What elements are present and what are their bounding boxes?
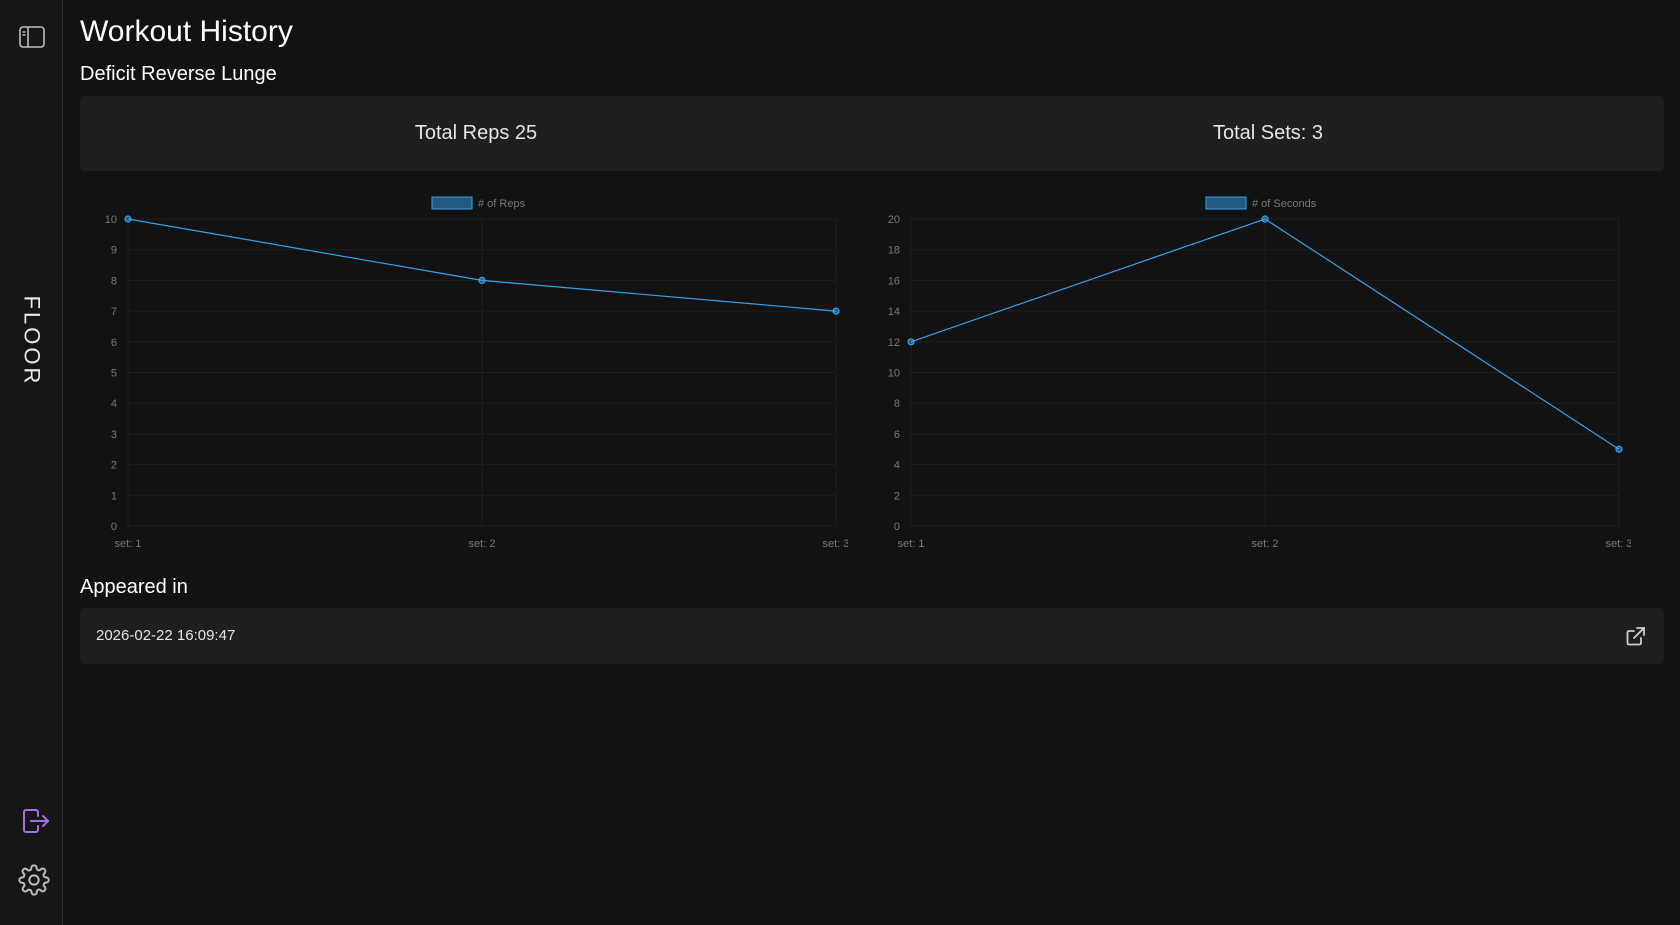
y-tick-label: 20 xyxy=(888,214,900,226)
y-tick-label: 18 xyxy=(888,245,900,257)
y-tick-label: 10 xyxy=(105,214,117,226)
y-tick-label: 0 xyxy=(111,521,117,533)
appeared-entry-date: 2026-02-22 16:09:47 xyxy=(96,627,236,644)
y-tick-label: 3 xyxy=(111,429,117,441)
x-tick-label: set: 1 xyxy=(898,538,925,550)
reps-chart: 0 1 2 3 4 5 6 7 8 9 10 set: 1 set: 2 set: 3 # of Reps xyxy=(88,190,848,555)
y-tick-label: 14 xyxy=(888,306,900,318)
legend-swatch xyxy=(1205,196,1247,210)
y-tick-label: 6 xyxy=(111,337,117,349)
x-tick-label: set: 3 xyxy=(1606,538,1631,550)
y-tick-label: 1 xyxy=(111,490,117,502)
x-tick-label: set: 3 xyxy=(823,538,848,550)
total-reps: Total Reps 25 xyxy=(414,122,538,144)
total-sets: Total Sets: 3 xyxy=(1212,122,1324,144)
y-tick-label: 12 xyxy=(888,337,900,349)
external-link-icon[interactable] xyxy=(1624,624,1648,648)
y-tick-label: 7 xyxy=(111,306,117,318)
seconds-chart: 0 2 4 6 8 10 12 14 16 18 20 set: 1 set: 2 set: 3 # of … xyxy=(871,190,1631,555)
y-tick-label: 2 xyxy=(111,460,117,472)
y-tick-label: 2 xyxy=(894,490,900,502)
page-title: Workout History xyxy=(80,15,293,48)
data-point xyxy=(907,338,915,346)
x-tick-label: set: 2 xyxy=(1252,538,1279,550)
exercise-name: Deficit Reverse Lunge xyxy=(80,63,277,85)
logout-icon[interactable] xyxy=(18,804,52,838)
brand-logo: FLOOR xyxy=(14,295,48,387)
data-point xyxy=(832,307,840,315)
y-tick-label: 9 xyxy=(111,245,117,257)
gear-icon[interactable] xyxy=(18,864,52,898)
y-tick-label: 4 xyxy=(894,460,900,472)
y-tick-label: 8 xyxy=(111,275,117,287)
stats-card: Total Reps 25 Total Sets: 3 xyxy=(80,96,1664,171)
data-point xyxy=(124,215,132,223)
appeared-entry[interactable]: 2026-02-22 16:09:47 xyxy=(80,608,1664,664)
y-tick-label: 16 xyxy=(888,275,900,287)
main-content: Workout History Deficit Reverse Lunge To… xyxy=(80,0,1664,925)
legend-label: # of Reps xyxy=(478,198,526,210)
data-point xyxy=(1261,215,1269,223)
x-tick-label: set: 1 xyxy=(115,538,142,550)
reps-chart-svg: 0 1 2 3 4 5 6 7 8 9 10 set: 1 set: 2 set: 3 # of Reps xyxy=(105,196,848,550)
sidebar: FLOOR xyxy=(0,0,63,925)
sidebar-toggle-icon[interactable] xyxy=(16,23,48,51)
data-point xyxy=(478,276,486,285)
legend-swatch xyxy=(431,196,473,210)
y-tick-label: 6 xyxy=(894,429,900,441)
legend-label: # of Seconds xyxy=(1252,198,1317,210)
data-point xyxy=(1615,445,1623,453)
y-tick-label: 5 xyxy=(111,368,117,380)
appeared-in-heading: Appeared in xyxy=(80,576,188,598)
brand-label: FLOOR xyxy=(19,295,45,387)
x-tick-label: set: 2 xyxy=(469,538,496,550)
y-tick-label: 10 xyxy=(888,368,900,380)
seconds-chart-svg: 0 2 4 6 8 10 12 14 16 18 20 set: 1 set: 2 set: 3 # of … xyxy=(888,196,1631,550)
y-tick-label: 8 xyxy=(894,398,900,410)
y-tick-label: 4 xyxy=(111,398,117,410)
y-tick-label: 0 xyxy=(894,521,900,533)
